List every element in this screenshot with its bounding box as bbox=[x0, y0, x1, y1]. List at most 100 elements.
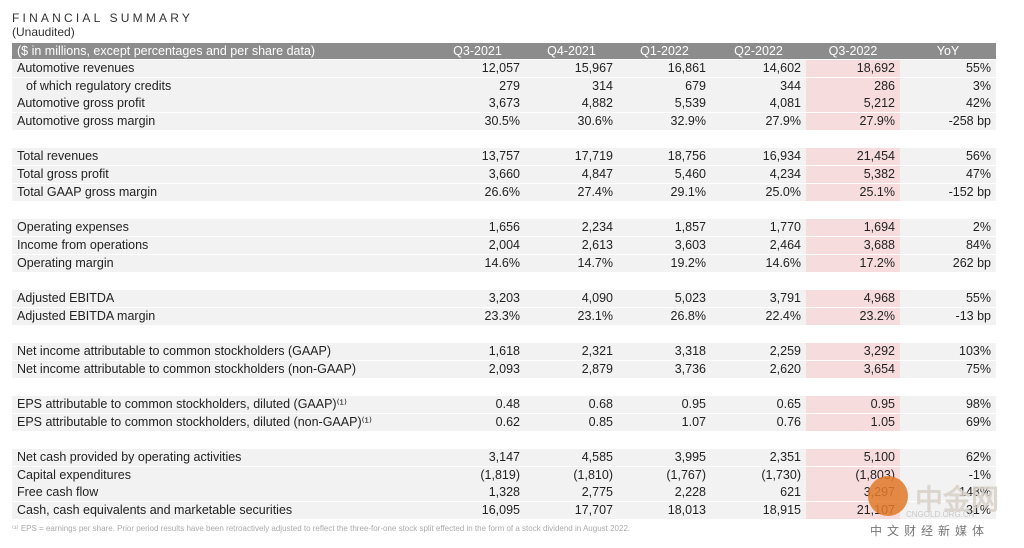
watermark-text: 中金网 bbox=[915, 484, 1000, 515]
table-row: Adjusted EBITDA 3,203 4,090 5,023 3,791 4,968… bbox=[12, 289, 996, 307]
value-cell: 23.1% bbox=[577, 308, 613, 323]
value-cell: 3,660 bbox=[488, 167, 520, 182]
value-cell: 17,707 bbox=[574, 502, 613, 517]
subtitle: (Unaudited) bbox=[12, 25, 75, 39]
table-row: EPS attributable to common stockholders,… bbox=[12, 395, 996, 413]
value-cell: 679 bbox=[685, 78, 706, 93]
value-cell: 103% bbox=[959, 343, 991, 358]
value-cell: 56% bbox=[965, 149, 991, 164]
label-cell: Operating margin bbox=[17, 255, 114, 270]
value-cell: 2,093 bbox=[488, 361, 520, 376]
label-cell: Income from operations bbox=[17, 237, 149, 252]
watermark-tagline: 中文财经新媒体 bbox=[870, 524, 990, 538]
value-cell: 2,234 bbox=[581, 220, 613, 235]
value-cell: 4,234 bbox=[769, 167, 801, 182]
label-cell: ($ in millions, except percentages and p… bbox=[17, 44, 316, 58]
value-cell: 5,382 bbox=[806, 166, 900, 184]
value-cell: 4,090 bbox=[581, 290, 613, 305]
value-cell: 32.9% bbox=[670, 114, 706, 129]
value-cell: Q3-2022 bbox=[828, 44, 878, 58]
value-cell: 31% bbox=[965, 502, 991, 517]
value-cell: 12,057 bbox=[481, 61, 520, 75]
value-cell: 25.0% bbox=[765, 184, 801, 199]
label-cell: EPS attributable to common stockholders,… bbox=[17, 396, 347, 411]
value-cell: 0.65 bbox=[776, 396, 801, 411]
value-cell: 2,321 bbox=[581, 343, 613, 358]
value-cell: 1,656 bbox=[488, 220, 520, 235]
footnote: ⁽¹⁾ EPS = earnings per share. Prior peri… bbox=[12, 524, 631, 533]
value-cell: 262 bp bbox=[952, 255, 991, 270]
value-cell: 55% bbox=[965, 290, 991, 305]
value-cell: 314 bbox=[592, 78, 613, 93]
value-cell: 26.6% bbox=[484, 184, 520, 199]
value-cell: 19.2% bbox=[670, 255, 706, 270]
value-cell: Q2-2022 bbox=[734, 44, 783, 58]
value-cell: 3,673 bbox=[488, 96, 520, 111]
value-cell: 4,847 bbox=[581, 167, 613, 182]
table-row: EPS attributable to common stockholders,… bbox=[12, 413, 996, 431]
table-row: Adjusted EBITDA margin 23.3% 23.1% 26.8% 22.… bbox=[12, 307, 996, 325]
table-row: of which regulatory credits 279 314 679 344 2… bbox=[12, 77, 996, 95]
table-row: Free cash flow1,3282,7752,2286213,297148… bbox=[12, 484, 996, 502]
value-cell: 279 bbox=[499, 78, 520, 93]
value-cell: 4,585 bbox=[581, 449, 613, 464]
value-cell: 29.1% bbox=[670, 184, 706, 199]
value-cell: 3,688 bbox=[806, 236, 900, 254]
value-cell: 14.7% bbox=[577, 255, 613, 270]
value-cell: 17.2% bbox=[806, 254, 900, 272]
table-row: Automotive gross margin 30.5% 30.6% 32.9% 27… bbox=[12, 113, 996, 131]
label-cell: Operating expenses bbox=[17, 220, 129, 235]
label-cell: Total gross profit bbox=[17, 167, 109, 182]
value-cell: 2,351 bbox=[769, 449, 801, 464]
value-cell: 3,736 bbox=[674, 361, 706, 376]
label-cell: Adjusted EBITDA bbox=[17, 290, 115, 305]
value-cell: -152 bp bbox=[948, 184, 991, 199]
value-cell: 3,203 bbox=[488, 290, 520, 305]
header-row: ($ in millions, except percentages and p… bbox=[12, 43, 996, 59]
value-cell: Q4-2021 bbox=[547, 44, 596, 58]
label-cell: Automotive gross margin bbox=[17, 114, 156, 129]
value-cell: 14,602 bbox=[762, 61, 801, 75]
value-cell: 1,618 bbox=[488, 343, 520, 358]
value-cell: 4,882 bbox=[581, 96, 613, 111]
value-cell: 0.68 bbox=[588, 396, 613, 411]
label-cell: Net cash provided by operating activitie… bbox=[17, 449, 242, 464]
value-cell: 27.9% bbox=[765, 114, 801, 129]
value-cell: 621 bbox=[780, 485, 801, 500]
value-cell: 25.1% bbox=[806, 183, 900, 201]
value-cell: 2,464 bbox=[769, 237, 801, 252]
value-cell: 2,620 bbox=[769, 361, 801, 376]
table-row: Net cash provided by operating activitie… bbox=[12, 448, 996, 466]
value-cell: 18,692 bbox=[806, 60, 900, 77]
value-cell: 14.6% bbox=[484, 255, 520, 270]
value-cell: 17,719 bbox=[574, 149, 613, 164]
value-cell: 13,757 bbox=[481, 149, 520, 164]
table-row: Net income attributable to common stockh… bbox=[12, 360, 996, 378]
value-cell: 4,968 bbox=[806, 289, 900, 307]
label-cell: of which regulatory credits bbox=[26, 78, 172, 93]
value-cell: 1,328 bbox=[488, 485, 520, 500]
value-cell: 5,023 bbox=[674, 290, 706, 305]
table-row: Income from operations 2,004 2,613 3,603 2,4… bbox=[12, 236, 996, 254]
table-row: Automotive revenues 12,057 15,967 16,861 14,… bbox=[12, 60, 996, 77]
watermark-url: CNGOLD.ORG.CN bbox=[906, 510, 975, 519]
value-cell: 2,775 bbox=[581, 485, 613, 500]
value-cell: 26.8% bbox=[670, 308, 706, 323]
value-cell: 16,861 bbox=[667, 61, 706, 75]
value-cell: 2,613 bbox=[581, 237, 613, 252]
value-cell: (1,819) bbox=[480, 467, 520, 482]
value-cell: 30.5% bbox=[484, 114, 520, 129]
value-cell: 3,292 bbox=[806, 342, 900, 360]
table-row: Net income attributable to common stockh… bbox=[12, 342, 996, 360]
value-cell: 84% bbox=[965, 237, 991, 252]
value-cell: 27.9% bbox=[806, 113, 900, 131]
value-cell: 2,228 bbox=[674, 485, 706, 500]
watermark-logo bbox=[868, 476, 908, 516]
value-cell: 2,004 bbox=[488, 237, 520, 252]
table-row: Total gross profit 3,660 4,847 5,460 4,234 5,… bbox=[12, 166, 996, 184]
value-cell: 2% bbox=[972, 220, 991, 235]
value-cell: 5,539 bbox=[674, 96, 706, 111]
table-row: Total GAAP gross margin 26.6% 27.4% 29.1% 25… bbox=[12, 183, 996, 201]
value-cell: 5,460 bbox=[674, 167, 706, 182]
